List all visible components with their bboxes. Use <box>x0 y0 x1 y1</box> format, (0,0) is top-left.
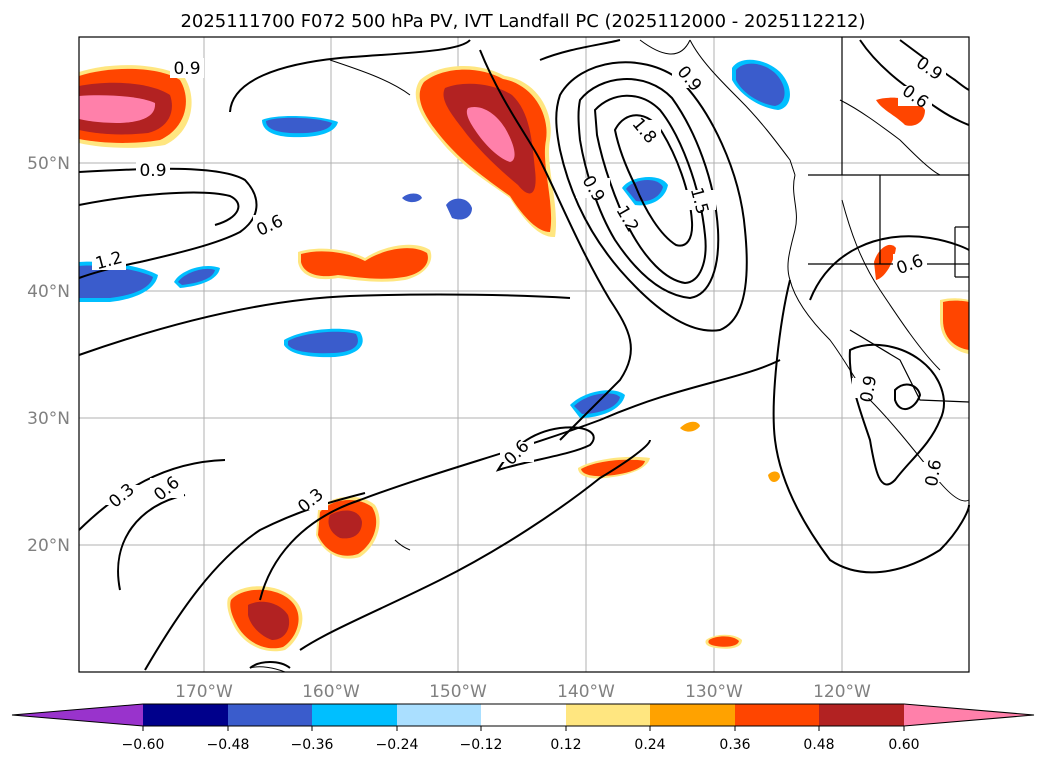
colorbar-segment <box>566 704 650 726</box>
colorbar-tick-label: −0.24 <box>376 737 419 753</box>
colorbar-tick-label: 0.24 <box>634 737 665 753</box>
colorbar-segment <box>735 704 819 726</box>
lon-tick-label: 120°W <box>813 682 871 702</box>
contour-label: 0.9 <box>173 59 200 79</box>
colorbar-segment <box>819 704 904 726</box>
colorbar-tick-label: 0.48 <box>803 737 834 753</box>
lat-tick-labels: 50°N 40°N 30°N 20°N <box>27 154 70 556</box>
colorbar-extend-left <box>12 704 143 726</box>
contour-label: 0.6 <box>922 458 946 488</box>
colorbar-segment <box>228 704 312 726</box>
colorbar-tick-label: −0.60 <box>122 737 165 753</box>
colorbar-tick-label: 0.36 <box>719 737 750 753</box>
lon-tick-labels: 170°W 160°W 150°W 140°W 130°W 120°W <box>175 682 871 702</box>
contour-label: 0.9 <box>139 161 166 181</box>
colorbar-segment <box>481 704 566 726</box>
colorbar-segment <box>143 704 228 726</box>
shaded-anomalies <box>79 59 969 652</box>
lat-tick-label: 50°N <box>27 154 70 174</box>
lon-tick-label: 130°W <box>685 682 743 702</box>
colorbar: −0.60 −0.48 −0.36 −0.24 −0.12 0.12 0.24 … <box>11 703 1035 753</box>
map-frame <box>78 36 970 673</box>
colorbar-tick-label: 0.12 <box>550 737 581 753</box>
colorbar-tick-label: −0.36 <box>291 737 334 753</box>
lat-tick-label: 30°N <box>27 409 70 429</box>
colorbar-segment <box>650 704 735 726</box>
colorbar-tick-label: 0.60 <box>888 737 919 753</box>
lon-tick-label: 160°W <box>302 682 360 702</box>
colorbar-segment <box>312 704 397 726</box>
colorbar-segment <box>397 704 481 726</box>
lat-tick-label: 40°N <box>27 282 70 302</box>
lat-tick-label: 20°N <box>27 536 70 556</box>
lon-tick-label: 140°W <box>557 682 615 702</box>
contour-label: 0.9 <box>857 374 881 404</box>
colorbar-extend-right <box>904 704 1034 726</box>
lon-tick-label: 170°W <box>175 682 233 702</box>
colorbar-tick-label: −0.12 <box>460 737 503 753</box>
map-title: 2025111700 F072 500 hPa PV, IVT Landfall… <box>180 11 865 32</box>
colorbar-tick-label: −0.48 <box>207 737 250 753</box>
lon-tick-label: 150°W <box>429 682 487 702</box>
